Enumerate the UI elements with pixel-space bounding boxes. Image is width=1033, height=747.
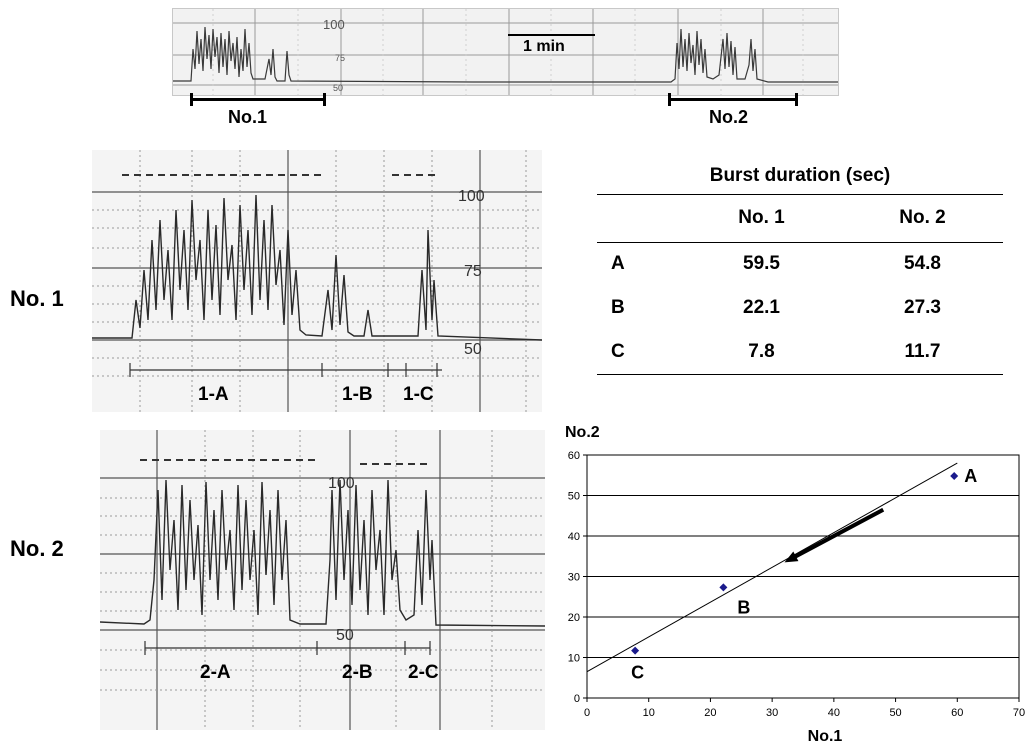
recording-no1: 100 75 50 bbox=[92, 150, 543, 412]
bar-no1-tick-left bbox=[190, 93, 193, 106]
table-header-no1: No. 1 bbox=[738, 207, 785, 228]
recording-no2-svg: 100 50 bbox=[99, 430, 546, 730]
x-tick-label: 20 bbox=[704, 707, 716, 719]
y-tick-label: 20 bbox=[568, 612, 580, 624]
top-trace-svg: 100 75 50 bbox=[173, 9, 838, 95]
table-cell: 22.1 bbox=[743, 297, 780, 318]
x-tick-label: 70 bbox=[1013, 707, 1025, 719]
rec1-mark-75: 75 bbox=[464, 263, 482, 280]
y-tick-label: 10 bbox=[568, 653, 580, 665]
rec1-mark-100: 100 bbox=[458, 188, 485, 205]
table-row: B 22.1 27.3 bbox=[597, 286, 1003, 330]
table-row-label: C bbox=[611, 340, 625, 362]
trendline bbox=[586, 462, 958, 673]
table-caption: Burst duration (sec) bbox=[709, 164, 891, 186]
row-label-no2: No. 2 bbox=[10, 536, 64, 561]
point-label-b: B bbox=[737, 597, 750, 617]
segment-1b: 1-B bbox=[342, 384, 373, 405]
y-tick-label: 60 bbox=[568, 450, 580, 462]
table-cell: 11.7 bbox=[904, 340, 941, 362]
segment-2c: 2-C bbox=[408, 662, 439, 683]
table-row: C 7.8 11.7 bbox=[597, 330, 1003, 374]
point-label-a: A bbox=[964, 466, 977, 486]
rec1-mark-50: 50 bbox=[464, 341, 482, 358]
x-tick-label: 10 bbox=[643, 707, 655, 719]
bar-no1-label: No.1 bbox=[228, 107, 268, 127]
recording-no2: 100 50 bbox=[99, 430, 546, 730]
data-point-b bbox=[719, 583, 728, 592]
rec2-mark-100: 100 bbox=[328, 475, 355, 492]
segment-2b: 2-B bbox=[342, 662, 373, 683]
bar-no2-tick-left bbox=[668, 93, 671, 106]
table-cell: 27.3 bbox=[904, 297, 941, 318]
x-tick-label: 50 bbox=[889, 707, 901, 719]
recording-no1-svg: 100 75 50 bbox=[92, 150, 543, 412]
rec2-mark-50: 50 bbox=[336, 627, 354, 644]
point-label-c: C bbox=[631, 663, 644, 683]
bar-no1-tick-right bbox=[323, 93, 326, 106]
recording-no1-signal bbox=[92, 194, 543, 341]
x-tick-label: 30 bbox=[766, 707, 778, 719]
x-tick-label: 60 bbox=[951, 707, 963, 719]
table-header-no2: No. 2 bbox=[899, 207, 946, 228]
y-tick-label: 40 bbox=[568, 531, 580, 543]
data-point-c bbox=[631, 646, 640, 655]
table-row: A 59.5 54.8 bbox=[597, 242, 1003, 286]
table-cell: 7.8 bbox=[748, 340, 775, 362]
table-header-blank bbox=[597, 194, 681, 242]
burst-duration-table: Burst duration (sec) No. 1 No. 2 A 59.5 … bbox=[597, 158, 1003, 375]
data-point-a bbox=[950, 472, 959, 481]
bar-no1 bbox=[190, 98, 326, 101]
top-mark-100: 100 bbox=[323, 17, 345, 32]
recording-no2-signal bbox=[99, 479, 546, 627]
table-row-label: B bbox=[611, 297, 625, 318]
y-axis-label: No.2 bbox=[565, 424, 600, 441]
segment-1a: 1-A bbox=[198, 384, 229, 405]
table-row-label: A bbox=[611, 253, 625, 275]
table-cell: 54.8 bbox=[904, 253, 941, 275]
x-tick-label: 0 bbox=[584, 707, 590, 719]
top-mark-75: 75 bbox=[335, 53, 345, 63]
x-tick-label: 40 bbox=[828, 707, 840, 719]
top-trace-recording: 100 75 50 bbox=[172, 8, 839, 96]
bar-no2 bbox=[668, 98, 798, 101]
bar-no2-tick-right bbox=[795, 93, 798, 106]
y-tick-label: 0 bbox=[574, 693, 580, 705]
trend-arrow bbox=[793, 507, 885, 559]
top-mark-50: 50 bbox=[333, 83, 343, 93]
trend-arrow-head bbox=[784, 551, 799, 563]
segment-1c: 1-C bbox=[403, 384, 434, 405]
y-tick-label: 30 bbox=[568, 572, 580, 584]
row-label-no1: No. 1 bbox=[10, 286, 64, 311]
y-tick-label: 50 bbox=[568, 491, 580, 503]
bar-no2-label: No.2 bbox=[709, 107, 749, 127]
scatter-chart: No.2 No.1 0 10 20 30 40 50 60 0 10 20 30 40 50 60 70 A B… bbox=[565, 424, 1025, 745]
time-scale-label: 1 min bbox=[523, 38, 565, 55]
top-trace-signal bbox=[173, 26, 838, 83]
segment-2a: 2-A bbox=[200, 662, 231, 683]
x-axis-label: No.1 bbox=[808, 728, 843, 745]
table-cell: 59.5 bbox=[743, 253, 780, 275]
